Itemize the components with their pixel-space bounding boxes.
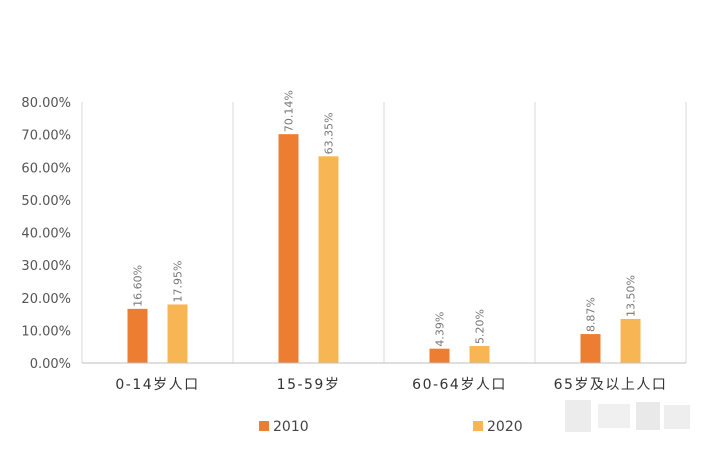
x-axis: 0-14岁人口 15-59岁 60-64岁人口 65岁及以上人口 [82,362,686,393]
bar-2020-2 [469,346,490,363]
y-tick-label: 70.00% [21,129,71,144]
legend-swatch-2020 [473,421,483,431]
bar-2010-0 [127,308,148,363]
data-label: 16.60% [132,265,145,307]
y-tick-label: 30.00% [21,259,71,274]
legend-label: 2020 [487,419,523,435]
y-tick-label: 80.00% [21,96,71,111]
blurred-watermark [565,400,690,432]
bar-2020-1 [318,156,339,363]
bar-2020-3 [620,318,641,363]
bar-2010-3 [580,334,601,363]
bar-2020-0 [167,304,188,363]
bar-2010-2 [429,348,450,363]
data-label: 70.14% [283,90,296,132]
y-tick-label: 40.00% [21,227,71,242]
legend: 2010 2020 [259,419,523,435]
x-category-label: 0-14岁人口 [115,377,199,393]
data-label: 17.95% [172,260,185,302]
data-label: 4.39% [434,312,447,347]
bar-2010-1 [278,134,299,363]
y-tick-label: 10.00% [21,324,71,339]
x-category-label: 65岁及以上人口 [554,377,668,393]
y-tick-label: 60.00% [21,161,71,176]
data-label: 5.20% [474,309,487,344]
data-label: 63.35% [323,112,336,154]
y-tick-label: 0.00% [30,357,71,372]
category-separators [81,102,687,363]
y-tick-label: 20.00% [21,292,71,307]
data-label: 8.87% [585,297,598,332]
x-category-label: 15-59岁 [277,377,341,393]
legend-label: 2010 [273,419,309,435]
bars: 16.60% 17.95% 70.14% 63.35% 4.39% 5.20% 8.87% 1… [127,90,641,363]
y-tick-label: 50.00% [21,194,71,209]
data-label: 13.50% [625,275,638,317]
x-category-label: 60-64岁人口 [412,377,507,393]
legend-swatch-2010 [259,421,269,431]
y-axis: 0.00% 10.00% 20.00% 30.00% 40.00% 50.00% 60.00… [21,96,71,372]
